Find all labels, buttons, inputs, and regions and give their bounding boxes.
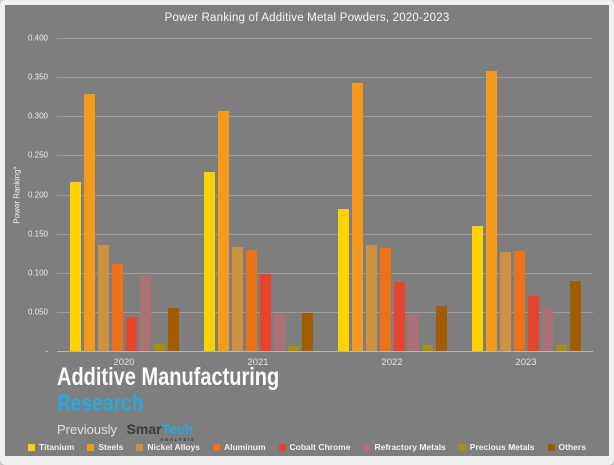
legend-label: Refractory Metals: [374, 442, 446, 452]
legend-swatch: [87, 443, 95, 451]
brand-line1: Additive Manufacturing: [57, 363, 280, 391]
y-tick-label: 0.100: [27, 268, 48, 278]
legend-item-others: Others: [547, 442, 586, 452]
bar-refractory-metals-2021: [273, 314, 285, 351]
brand-line3: Previously SmarTech ANALYSIS: [57, 421, 335, 441]
bar-titanium-2023: [471, 225, 483, 351]
bar-group-2023: 2023: [459, 38, 593, 368]
legend-item-titanium: Titanium: [28, 442, 74, 452]
bar-cobalt-chrome-2022: [393, 282, 405, 351]
legend-label: Precious Metals: [469, 442, 535, 452]
bar-titanium-2022: [337, 208, 349, 351]
legend-label: Aluminum: [223, 442, 266, 452]
bar-precious-metals-2021: [287, 345, 299, 351]
legend-swatch: [136, 443, 144, 451]
brand-previously: Previously: [57, 422, 117, 437]
gridline: [57, 311, 593, 313]
legend-swatch: [547, 443, 555, 451]
bar-others-2021: [301, 313, 313, 351]
legend-swatch: [212, 443, 220, 451]
chart-title: Power Ranking of Additive Metal Powders,…: [164, 12, 450, 24]
gridline: [57, 194, 593, 196]
legend-label: Nickel Alloys: [147, 442, 200, 452]
bar-precious-metals-2023: [555, 344, 567, 351]
legend-swatch: [363, 443, 371, 451]
bar-group-2021: 2021: [191, 38, 325, 368]
bar-aluminum-2021: [245, 250, 257, 351]
x-tick-label: 2023: [515, 357, 537, 368]
legend-swatch: [458, 443, 466, 451]
gridline: [57, 116, 593, 118]
bar-titanium-2021: [203, 171, 215, 351]
bar-nickel-alloys-2023: [499, 251, 511, 351]
legend-item-aluminum: Aluminum: [212, 442, 266, 452]
bar-precious-metals-2022: [421, 344, 433, 351]
bar-groups: 2020 2021 2022 2023: [57, 38, 593, 368]
bar-refractory-metals-2022: [407, 314, 419, 351]
y-tick-label: 0.400: [27, 33, 48, 43]
y-tick-label: -: [45, 346, 48, 356]
y-tick-label: 0.050: [27, 307, 48, 317]
legend-label: Cobalt Chrome: [289, 442, 351, 452]
bar-steels-2022: [351, 82, 363, 351]
chart-canvas: Power Ranking of Additive Metal Powders,…: [5, 5, 609, 456]
bar-aluminum-2020: [111, 264, 123, 351]
y-tick-label: 0.150: [27, 229, 48, 239]
gridline: [57, 38, 593, 39]
bar-cobalt-chrome-2023: [527, 296, 539, 351]
gridline: [57, 77, 593, 79]
bar-others-2022: [435, 305, 447, 351]
brand-smartech: SmarTech ANALYSIS: [126, 421, 194, 441]
bar-refractory-metals-2023: [541, 307, 553, 351]
y-tick-label: 0.200: [27, 190, 48, 199]
bar-others-2023: [569, 280, 581, 351]
bar-cobalt-chrome-2021: [259, 274, 271, 351]
legend-item-nickel-alloys: Nickel Alloys: [136, 442, 200, 452]
legend-label: Steels: [98, 442, 124, 452]
legend-swatch: [28, 443, 36, 451]
bar-nickel-alloys-2021: [231, 246, 243, 351]
bar-refractory-metals-2020: [139, 275, 151, 351]
brand-analysis: ANALYSIS: [160, 436, 196, 442]
bar-titanium-2020: [69, 181, 81, 351]
bar-steels-2020: [83, 94, 95, 351]
bar-steels-2021: [217, 110, 229, 351]
legend-label: Others: [558, 442, 586, 452]
y-tick-label: 0.300: [27, 111, 48, 121]
plot-area: Power Ranking* 2020 2021 2022 2023 0.400 0.3…: [13, 34, 593, 368]
gridline: [57, 272, 593, 274]
bar-steels-2023: [485, 70, 497, 351]
brand-smar: Smar: [126, 421, 162, 437]
x-tick-label: 2020: [113, 357, 135, 368]
legend-item-cobalt-chrome: Cobalt Chrome: [278, 442, 351, 452]
bar-nickel-alloys-2020: [97, 245, 109, 351]
legend-item-steels: Steels: [87, 442, 123, 452]
legend-item-refractory-metals: Refractory Metals: [363, 442, 446, 452]
bar-cobalt-chrome-2020: [125, 316, 137, 351]
gridline: [57, 351, 593, 352]
bar-aluminum-2023: [513, 250, 525, 351]
bar-others-2020: [167, 307, 179, 351]
x-tick-label: 2022: [381, 357, 403, 368]
bar-precious-metals-2020: [153, 343, 165, 351]
legend-swatch: [278, 443, 286, 451]
bar-group-2022: 2022: [325, 38, 459, 368]
legend-label: Titanium: [39, 442, 75, 452]
legend: Titanium Steels Nickel Alloys Aluminum Cobal…: [5, 442, 609, 452]
brand-line2: Research: [57, 390, 144, 417]
y-axis-label: Power Ranking*: [12, 165, 22, 224]
x-tick-label: 2021: [247, 357, 269, 368]
gridline: [57, 155, 593, 157]
bar-group-2020: 2020: [57, 38, 191, 368]
bar-aluminum-2022: [379, 247, 391, 351]
legend-item-precious-metals: Precious Metals: [458, 442, 535, 452]
y-tick-label: 0.350: [27, 72, 48, 82]
brand-logo: Additive Manufacturing Research Previous…: [57, 363, 335, 442]
y-tick-label: 0.250: [27, 150, 48, 160]
gridline: [57, 233, 593, 235]
brand-tech: Tech: [161, 421, 194, 437]
bar-nickel-alloys-2022: [365, 244, 377, 351]
